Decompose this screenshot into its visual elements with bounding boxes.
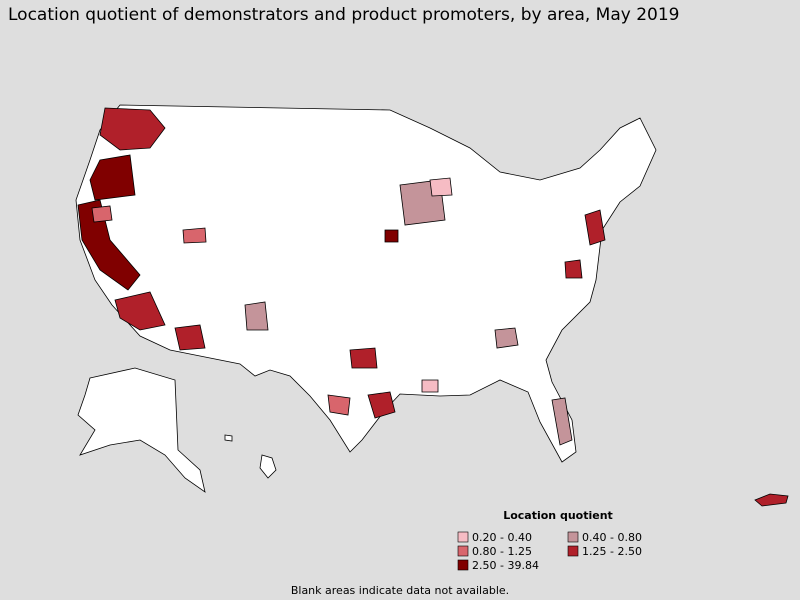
region-georgia [494,327,519,349]
alaska [77,367,206,493]
region-kansas [384,229,399,243]
legend-label: 0.80 - 1.25 [472,545,532,558]
region-ohio [429,177,453,197]
region-oklahoma [349,347,378,369]
legend-swatch [457,545,469,557]
region-florida [551,397,573,446]
hawaii [259,454,277,479]
region-texas-east [367,391,396,419]
map-title: Location quotient of demonstrators and p… [8,5,680,25]
region-texas-central [327,394,351,416]
legend-swatch [567,545,579,557]
legend-swatch [457,531,469,543]
legend-title: Location quotient [503,509,613,522]
footnote: Blank areas indicate data not available. [291,584,509,597]
legend-label: 2.50 - 39.84 [472,559,539,572]
region-oregon [89,154,136,201]
region-washington [99,107,166,151]
legend-label: 0.40 - 0.80 [582,531,642,544]
region-colorado [182,227,207,244]
legend-label: 1.25 - 2.50 [582,545,642,558]
legend-swatch [567,531,579,543]
contiguous-us [75,104,657,463]
region-arizona [174,324,206,351]
legend-label: 0.20 - 0.40 [472,531,532,544]
region-virginia [564,259,583,279]
region-nevada [91,205,113,223]
legend: Location quotient 0.20 - 0.40 0.40 - 0.80… [457,509,642,572]
hawaii-west [224,434,233,442]
region-socal [114,291,166,331]
map [75,104,789,507]
region-northeast [584,209,606,246]
legend-swatch [457,559,469,571]
puerto-rico [754,493,789,507]
region-new-mexico [244,301,269,331]
region-alabama [421,379,439,393]
